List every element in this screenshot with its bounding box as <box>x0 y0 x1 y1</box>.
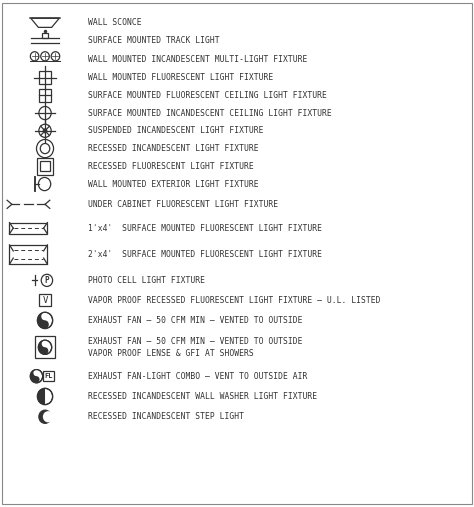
Text: SURFACE MOUNTED INCANDESCENT CEILING LIGHT FIXTURE: SURFACE MOUNTED INCANDESCENT CEILING LIG… <box>88 108 331 118</box>
Bar <box>35 336 55 358</box>
Bar <box>39 294 51 306</box>
Wedge shape <box>30 370 36 383</box>
Text: WALL MOUNTED EXTERIOR LIGHT FIXTURE: WALL MOUNTED EXTERIOR LIGHT FIXTURE <box>88 179 258 189</box>
Circle shape <box>43 411 54 422</box>
Wedge shape <box>37 388 45 405</box>
Text: VAPOR PROOF RECESSED FLUORESCENT LIGHT FIXTURE – U.L. LISTED: VAPOR PROOF RECESSED FLUORESCENT LIGHT F… <box>88 296 380 305</box>
Text: RECESSED FLUORESCENT LIGHT FIXTURE: RECESSED FLUORESCENT LIGHT FIXTURE <box>88 162 254 171</box>
Text: P: P <box>45 276 49 285</box>
Circle shape <box>41 312 49 320</box>
Circle shape <box>42 347 48 354</box>
Text: 1'x4'  SURFACE MOUNTED FLUORESCENT LIGHT FIXTURE: 1'x4' SURFACE MOUNTED FLUORESCENT LIGHT … <box>88 224 322 233</box>
Wedge shape <box>38 340 45 354</box>
Circle shape <box>43 128 47 133</box>
Bar <box>43 371 54 381</box>
Text: SUSPENDED INCANDESCENT LIGHT FIXTURE: SUSPENDED INCANDESCENT LIGHT FIXTURE <box>88 126 263 135</box>
Wedge shape <box>37 312 45 329</box>
Text: SURFACE MOUNTED FLUORESCENT CEILING LIGHT FIXTURE: SURFACE MOUNTED FLUORESCENT CEILING LIGH… <box>88 91 327 100</box>
Text: WALL MOUNTED INCANDESCENT MULTI-LIGHT FIXTURE: WALL MOUNTED INCANDESCENT MULTI-LIGHT FI… <box>88 55 307 64</box>
Bar <box>39 71 51 84</box>
Text: RECESSED INCANDESCENT STEP LIGHT: RECESSED INCANDESCENT STEP LIGHT <box>88 412 244 421</box>
Text: SURFACE MOUNTED TRACK LIGHT: SURFACE MOUNTED TRACK LIGHT <box>88 36 219 45</box>
Text: UNDER CABINET FLUORESCENT LIGHT FIXTURE: UNDER CABINET FLUORESCENT LIGHT FIXTURE <box>88 200 278 209</box>
Text: EXHAUST FAN – 50 CFM MIN – VENTED TO OUTSIDE: EXHAUST FAN – 50 CFM MIN – VENTED TO OUT… <box>88 316 302 325</box>
Circle shape <box>39 410 51 423</box>
Circle shape <box>33 376 39 383</box>
Bar <box>42 33 48 38</box>
Circle shape <box>33 370 39 376</box>
Text: WALL MOUNTED FLUORESCENT LIGHT FIXTURE: WALL MOUNTED FLUORESCENT LIGHT FIXTURE <box>88 73 273 82</box>
Text: FL: FL <box>44 373 53 379</box>
Bar <box>9 223 47 234</box>
Text: RECESSED INCANDESCENT WALL WASHER LIGHT FIXTURE: RECESSED INCANDESCENT WALL WASHER LIGHT … <box>88 392 317 401</box>
Text: EXHAUST FAN – 50 CFM MIN – VENTED TO OUTSIDE
VAPOR PROOF LENSE & GFI AT SHOWERS: EXHAUST FAN – 50 CFM MIN – VENTED TO OUT… <box>88 337 302 358</box>
Bar <box>40 161 50 171</box>
Text: RECESSED INCANDESCENT LIGHT FIXTURE: RECESSED INCANDESCENT LIGHT FIXTURE <box>88 144 258 153</box>
Text: PHOTO CELL LIGHT FIXTURE: PHOTO CELL LIGHT FIXTURE <box>88 276 205 285</box>
Bar <box>37 158 53 175</box>
Text: 2'x4'  SURFACE MOUNTED FLUORESCENT LIGHT FIXTURE: 2'x4' SURFACE MOUNTED FLUORESCENT LIGHT … <box>88 250 322 259</box>
Bar <box>39 89 51 102</box>
Text: V: V <box>42 296 48 305</box>
Text: EXHAUST FAN-LIGHT COMBO – VENT TO OUTSIDE AIR: EXHAUST FAN-LIGHT COMBO – VENT TO OUTSID… <box>88 372 307 381</box>
Text: WALL SCONCE: WALL SCONCE <box>88 18 141 27</box>
Circle shape <box>42 340 48 347</box>
Bar <box>9 245 47 264</box>
Circle shape <box>41 320 49 329</box>
